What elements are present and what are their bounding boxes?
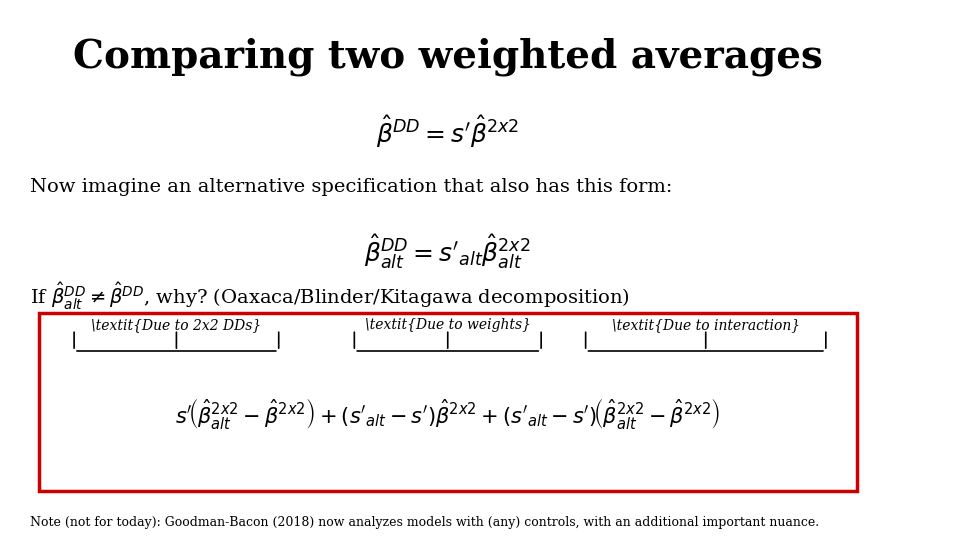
FancyBboxPatch shape [38, 313, 857, 491]
Text: \textit{Due to 2x2 DDs}: \textit{Due to 2x2 DDs} [91, 318, 261, 332]
Text: $s'\!\left(\hat{\beta}^{2x2}_{alt} - \hat{\beta}^{2x2}\right) + \left(s'_{alt} -: $s'\!\left(\hat{\beta}^{2x2}_{alt} - \ha… [175, 396, 721, 430]
Text: Comparing two weighted averages: Comparing two weighted averages [73, 38, 823, 76]
Text: $\hat{\beta}^{DD}_{alt} = s'_{alt}\hat{\beta}^{2x2}_{alt}$: $\hat{\beta}^{DD}_{alt} = s'_{alt}\hat{\… [365, 232, 531, 271]
Text: Now imagine an alternative specification that also has this form:: Now imagine an alternative specification… [30, 178, 672, 196]
Text: If $\hat{\beta}^{DD}_{alt} \neq \hat{\beta}^{DD}$, why? (Oaxaca/Blinder/Kitagawa: If $\hat{\beta}^{DD}_{alt} \neq \hat{\be… [30, 281, 630, 312]
Text: Note (not for today): Goodman-Bacon (2018) now analyzes models with (any) contro: Note (not for today): Goodman-Bacon (201… [30, 516, 819, 529]
Text: $\hat{\beta}^{DD} = s'\hat{\beta}^{2x2}$: $\hat{\beta}^{DD} = s'\hat{\beta}^{2x2}$ [376, 113, 519, 150]
Text: \textit{Due to weights}: \textit{Due to weights} [365, 318, 531, 332]
Text: \textit{Due to interaction}: \textit{Due to interaction} [612, 318, 800, 332]
